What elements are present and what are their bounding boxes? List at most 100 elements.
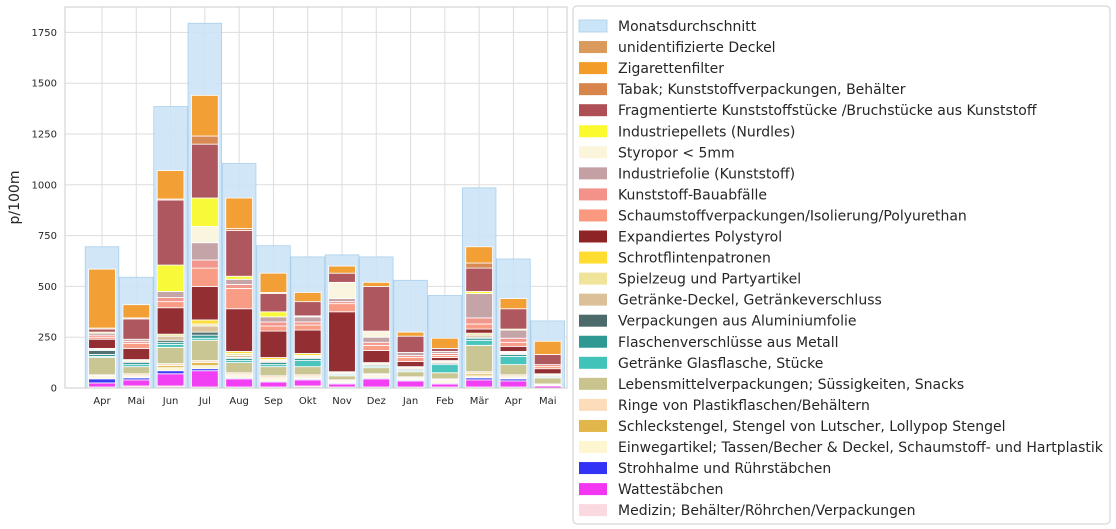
legend-swatch	[579, 483, 607, 496]
legend-label: Flaschenverschlüsse aus Metall	[618, 335, 839, 351]
legend-swatch	[579, 104, 607, 117]
x-tick-label: Aug	[229, 396, 249, 407]
y-tick-label: 1000	[32, 180, 57, 191]
stacked-bar-segment	[191, 285, 219, 321]
stacked-bar-segment	[191, 259, 219, 269]
stacked-bar-segment	[156, 370, 185, 375]
stacked-bar-segment	[396, 352, 425, 356]
stacked-bar-segment	[362, 285, 391, 332]
legend: Monatsdurchschnitt unidentifizierte Decke…	[572, 5, 1111, 525]
legend-swatch	[579, 251, 607, 264]
stacked-bar-segment	[328, 298, 356, 303]
stacked-bar-segment	[328, 383, 356, 388]
stacked-bar-segment	[88, 338, 116, 349]
stacked-bar-segment	[328, 303, 356, 313]
stacked-bar-segment	[465, 328, 493, 334]
stacked-bar-segment	[499, 308, 528, 330]
x-tick-label: Jun	[162, 396, 179, 407]
stacked-bar-segment	[225, 278, 253, 285]
stacked-bar-segment	[293, 301, 322, 317]
legend-swatch	[579, 441, 607, 453]
stacked-bar-segment	[499, 356, 528, 366]
stacked-bar-segment	[156, 199, 185, 266]
stacked-bar-segment	[465, 317, 493, 325]
stacked-bar-segment	[499, 364, 528, 376]
y-tick-label: 1250	[32, 130, 57, 141]
stacked-bar-segment	[191, 331, 219, 336]
stacked-series-bars	[88, 94, 562, 389]
stacked-bar-segment	[396, 371, 425, 378]
legend-label: unidentifizierte Deckel	[618, 40, 776, 56]
legend-swatch	[579, 209, 607, 222]
stacked-bar-segment	[191, 365, 219, 370]
stacked-bar-segment	[156, 264, 185, 292]
stacked-bar-segment	[293, 321, 322, 326]
legend-label: Monatsdurchschnitt	[618, 19, 757, 35]
stacked-bar-segment	[225, 230, 253, 277]
stacked-bar-segment	[225, 197, 253, 229]
legend-box	[572, 5, 1111, 525]
x-tick-label: Dez	[367, 396, 386, 407]
stacked-bar-segment	[465, 323, 493, 330]
stacked-bar-segment	[156, 301, 185, 309]
stacked-bar-segment	[362, 350, 391, 363]
stacked-bar-segment	[431, 372, 459, 380]
legend-swatch	[579, 272, 607, 285]
plot-border	[64, 6, 568, 389]
stacked-bar-segment	[88, 378, 116, 384]
stacked-bar-segment	[499, 380, 528, 388]
stacked-bar-segment	[362, 281, 391, 287]
stacked-bar-segment	[362, 341, 391, 346]
stacked-bar-segment	[191, 325, 219, 333]
stacked-bar-segment	[88, 268, 116, 329]
legend-label: Tabak; Kunststoffverpackungen, Behälter	[617, 82, 906, 98]
stacked-bar-segment	[191, 267, 219, 287]
stacked-bar-segment	[328, 265, 356, 274]
stacked-bar-segment	[465, 344, 493, 373]
stacked-bar-segment	[533, 368, 562, 375]
x-tick-label: Jan	[402, 396, 418, 407]
x-tick-label: Sep	[264, 396, 283, 407]
stacked-bar-segment	[191, 94, 219, 137]
stacked-bar-segment	[396, 357, 425, 362]
stacked-bar-segment	[156, 373, 185, 387]
stacked-bar-segment	[259, 316, 288, 323]
stacked-bar-segment	[225, 288, 253, 310]
stacked-bar-segment	[328, 311, 356, 373]
stacked-bar-segment	[293, 329, 322, 354]
legend-swatch	[579, 356, 607, 369]
stacked-bar-segment	[293, 360, 322, 368]
stacked-bar-segment	[533, 340, 562, 355]
stacked-bar-segment	[191, 339, 219, 361]
stacked-bar-segment	[156, 307, 185, 335]
stacked-bar-segment	[499, 298, 528, 310]
y-tick-label: 750	[38, 231, 57, 242]
legend-label: Lebensmittelverpackungen; Süssigkeiten, …	[618, 377, 964, 393]
stacked-bar-segment	[431, 357, 459, 361]
y-tick-label: 1500	[32, 79, 57, 90]
x-tick-label: Feb	[436, 396, 454, 407]
stacked-bar-segment	[431, 383, 459, 388]
y-tick-label: 1750	[32, 28, 57, 39]
stacked-bar-segment	[293, 379, 322, 387]
stacked-bar-segment	[533, 354, 562, 366]
stacked-bar-segment	[499, 329, 528, 339]
legend-label: Schleckstengel, Stengel von Lutscher, Lo…	[618, 419, 1005, 435]
legend-label: Einwegartikel; Tassen/Becher & Deckel, S…	[618, 440, 1104, 456]
legend-label: Expandiertes Polystyrol	[618, 230, 782, 246]
stacked-bar-segment	[122, 304, 151, 319]
legend-swatch	[579, 293, 607, 306]
stacked-bar-segment	[225, 362, 253, 374]
stacked-bar-segment	[533, 377, 562, 385]
stacked-bar-segment	[122, 379, 151, 387]
legend-swatch	[579, 335, 607, 348]
legend-label: Industriepellets (Nurdles)	[618, 124, 795, 140]
axes: 0 250 500 750 1000 1250 1500 1750 Apr Mai Jun Jul Au…	[32, 6, 568, 407]
legend-swatch	[579, 462, 607, 475]
stacked-bar-segment	[293, 292, 322, 303]
x-tick-label: Okt	[299, 396, 317, 407]
stacked-bar-segment	[328, 375, 356, 381]
y-axis-title: p/100m	[7, 171, 23, 225]
stacked-bar-segment	[362, 378, 391, 388]
stacked-bar-segment	[465, 293, 493, 319]
